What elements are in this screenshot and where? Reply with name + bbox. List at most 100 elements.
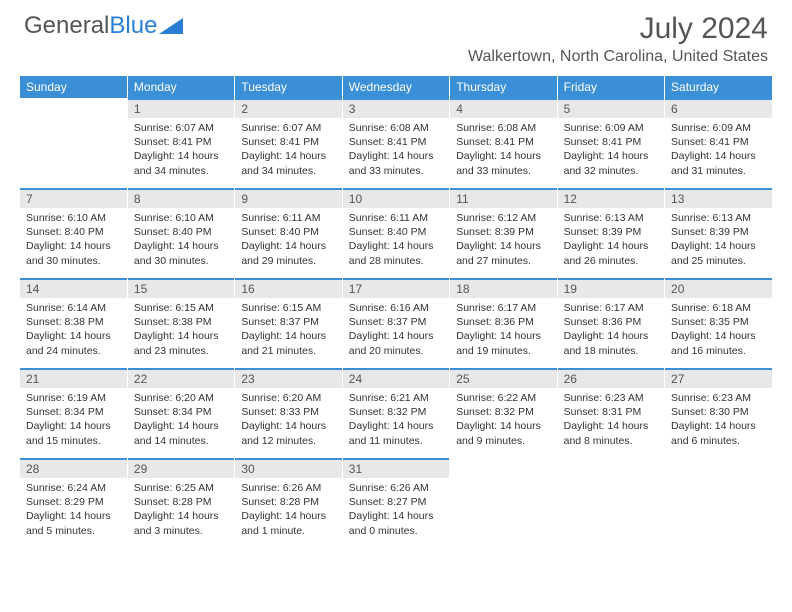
day-number: 28 — [20, 458, 127, 478]
day-header: Saturday — [665, 76, 772, 98]
day-number: 12 — [558, 188, 664, 208]
day-details: Sunrise: 6:24 AMSunset: 8:29 PMDaylight:… — [20, 478, 127, 544]
day-details: Sunrise: 6:15 AMSunset: 8:37 PMDaylight:… — [235, 298, 341, 364]
daylight-text: Daylight: 14 hours and 11 minutes. — [349, 419, 443, 447]
day-number: 18 — [450, 278, 556, 298]
day-number: 16 — [235, 278, 341, 298]
sunrise-text: Sunrise: 6:22 AM — [456, 391, 550, 405]
calendar-day-cell: 24Sunrise: 6:21 AMSunset: 8:32 PMDayligh… — [342, 368, 449, 458]
day-details: Sunrise: 6:26 AMSunset: 8:28 PMDaylight:… — [235, 478, 341, 544]
calendar-day-cell: 15Sunrise: 6:15 AMSunset: 8:38 PMDayligh… — [127, 278, 234, 368]
day-header: Wednesday — [342, 76, 449, 98]
day-number: 1 — [128, 98, 234, 118]
day-details: Sunrise: 6:12 AMSunset: 8:39 PMDaylight:… — [450, 208, 556, 274]
calendar-day-cell: 7Sunrise: 6:10 AMSunset: 8:40 PMDaylight… — [20, 188, 127, 278]
day-details: Sunrise: 6:21 AMSunset: 8:32 PMDaylight:… — [343, 388, 449, 454]
calendar-day-cell: 31Sunrise: 6:26 AMSunset: 8:27 PMDayligh… — [342, 458, 449, 548]
day-number: 31 — [343, 458, 449, 478]
day-details: Sunrise: 6:13 AMSunset: 8:39 PMDaylight:… — [665, 208, 772, 274]
calendar-day-cell: 12Sunrise: 6:13 AMSunset: 8:39 PMDayligh… — [557, 188, 664, 278]
daylight-text: Daylight: 14 hours and 33 minutes. — [349, 149, 443, 177]
daylight-text: Daylight: 14 hours and 31 minutes. — [671, 149, 766, 177]
sunrise-text: Sunrise: 6:13 AM — [671, 211, 766, 225]
daylight-text: Daylight: 14 hours and 19 minutes. — [456, 329, 550, 357]
sunset-text: Sunset: 8:34 PM — [26, 405, 121, 419]
day-details: Sunrise: 6:23 AMSunset: 8:30 PMDaylight:… — [665, 388, 772, 454]
sunset-text: Sunset: 8:41 PM — [134, 135, 228, 149]
calendar-day-cell: 5Sunrise: 6:09 AMSunset: 8:41 PMDaylight… — [557, 98, 664, 188]
day-number: 25 — [450, 368, 556, 388]
day-header-row: Sunday Monday Tuesday Wednesday Thursday… — [20, 76, 772, 98]
sunset-text: Sunset: 8:28 PM — [241, 495, 335, 509]
sunset-text: Sunset: 8:30 PM — [671, 405, 766, 419]
day-details: Sunrise: 6:16 AMSunset: 8:37 PMDaylight:… — [343, 298, 449, 364]
sunrise-text: Sunrise: 6:20 AM — [241, 391, 335, 405]
day-number: 9 — [235, 188, 341, 208]
sunset-text: Sunset: 8:40 PM — [241, 225, 335, 239]
daylight-text: Daylight: 14 hours and 6 minutes. — [671, 419, 766, 447]
calendar-day-cell: 11Sunrise: 6:12 AMSunset: 8:39 PMDayligh… — [450, 188, 557, 278]
calendar-day-cell: 26Sunrise: 6:23 AMSunset: 8:31 PMDayligh… — [557, 368, 664, 458]
daylight-text: Daylight: 14 hours and 3 minutes. — [134, 509, 228, 537]
daylight-text: Daylight: 14 hours and 14 minutes. — [134, 419, 228, 447]
calendar-day-cell: 18Sunrise: 6:17 AMSunset: 8:36 PMDayligh… — [450, 278, 557, 368]
sunset-text: Sunset: 8:40 PM — [134, 225, 228, 239]
sunrise-text: Sunrise: 6:07 AM — [241, 121, 335, 135]
daylight-text: Daylight: 14 hours and 21 minutes. — [241, 329, 335, 357]
day-number: 2 — [235, 98, 341, 118]
day-number: 19 — [558, 278, 664, 298]
day-details: Sunrise: 6:08 AMSunset: 8:41 PMDaylight:… — [343, 118, 449, 184]
daylight-text: Daylight: 14 hours and 28 minutes. — [349, 239, 443, 267]
sunrise-text: Sunrise: 6:16 AM — [349, 301, 443, 315]
sunrise-text: Sunrise: 6:11 AM — [349, 211, 443, 225]
sunrise-text: Sunrise: 6:24 AM — [26, 481, 121, 495]
day-number: 20 — [665, 278, 772, 298]
daylight-text: Daylight: 14 hours and 18 minutes. — [564, 329, 658, 357]
sunrise-text: Sunrise: 6:14 AM — [26, 301, 121, 315]
day-details: Sunrise: 6:19 AMSunset: 8:34 PMDaylight:… — [20, 388, 127, 454]
day-number: 8 — [128, 188, 234, 208]
calendar-week-row: 14Sunrise: 6:14 AMSunset: 8:38 PMDayligh… — [20, 278, 772, 368]
daylight-text: Daylight: 14 hours and 27 minutes. — [456, 239, 550, 267]
calendar-day-cell: 17Sunrise: 6:16 AMSunset: 8:37 PMDayligh… — [342, 278, 449, 368]
sunrise-text: Sunrise: 6:19 AM — [26, 391, 121, 405]
calendar-day-cell: 27Sunrise: 6:23 AMSunset: 8:30 PMDayligh… — [665, 368, 772, 458]
calendar-day-cell: 19Sunrise: 6:17 AMSunset: 8:36 PMDayligh… — [557, 278, 664, 368]
calendar-day-cell: 8Sunrise: 6:10 AMSunset: 8:40 PMDaylight… — [127, 188, 234, 278]
calendar-day-cell — [557, 458, 664, 548]
day-header: Tuesday — [235, 76, 342, 98]
sunset-text: Sunset: 8:39 PM — [456, 225, 550, 239]
day-details: Sunrise: 6:15 AMSunset: 8:38 PMDaylight:… — [128, 298, 234, 364]
daylight-text: Daylight: 14 hours and 1 minute. — [241, 509, 335, 537]
sunrise-text: Sunrise: 6:26 AM — [349, 481, 443, 495]
daylight-text: Daylight: 14 hours and 34 minutes. — [134, 149, 228, 177]
daylight-text: Daylight: 14 hours and 25 minutes. — [671, 239, 766, 267]
daylight-text: Daylight: 14 hours and 24 minutes. — [26, 329, 121, 357]
day-details: Sunrise: 6:26 AMSunset: 8:27 PMDaylight:… — [343, 478, 449, 544]
day-details: Sunrise: 6:17 AMSunset: 8:36 PMDaylight:… — [558, 298, 664, 364]
daylight-text: Daylight: 14 hours and 16 minutes. — [671, 329, 766, 357]
calendar-day-cell — [20, 98, 127, 188]
daylight-text: Daylight: 14 hours and 30 minutes. — [26, 239, 121, 267]
daylight-text: Daylight: 14 hours and 26 minutes. — [564, 239, 658, 267]
day-details: Sunrise: 6:08 AMSunset: 8:41 PMDaylight:… — [450, 118, 556, 184]
calendar-day-cell — [450, 458, 557, 548]
sunset-text: Sunset: 8:41 PM — [564, 135, 658, 149]
sunset-text: Sunset: 8:38 PM — [26, 315, 121, 329]
daylight-text: Daylight: 14 hours and 30 minutes. — [134, 239, 228, 267]
day-details: Sunrise: 6:11 AMSunset: 8:40 PMDaylight:… — [235, 208, 341, 274]
calendar-day-cell: 10Sunrise: 6:11 AMSunset: 8:40 PMDayligh… — [342, 188, 449, 278]
calendar-day-cell: 13Sunrise: 6:13 AMSunset: 8:39 PMDayligh… — [665, 188, 772, 278]
month-year-title: July 2024 — [468, 12, 768, 46]
sunset-text: Sunset: 8:35 PM — [671, 315, 766, 329]
day-details: Sunrise: 6:10 AMSunset: 8:40 PMDaylight:… — [20, 208, 127, 274]
daylight-text: Daylight: 14 hours and 23 minutes. — [134, 329, 228, 357]
sunrise-text: Sunrise: 6:09 AM — [564, 121, 658, 135]
day-number: 26 — [558, 368, 664, 388]
day-number: 10 — [343, 188, 449, 208]
sunrise-text: Sunrise: 6:25 AM — [134, 481, 228, 495]
daylight-text: Daylight: 14 hours and 0 minutes. — [349, 509, 443, 537]
sunrise-text: Sunrise: 6:20 AM — [134, 391, 228, 405]
sunset-text: Sunset: 8:34 PM — [134, 405, 228, 419]
day-number: 24 — [343, 368, 449, 388]
